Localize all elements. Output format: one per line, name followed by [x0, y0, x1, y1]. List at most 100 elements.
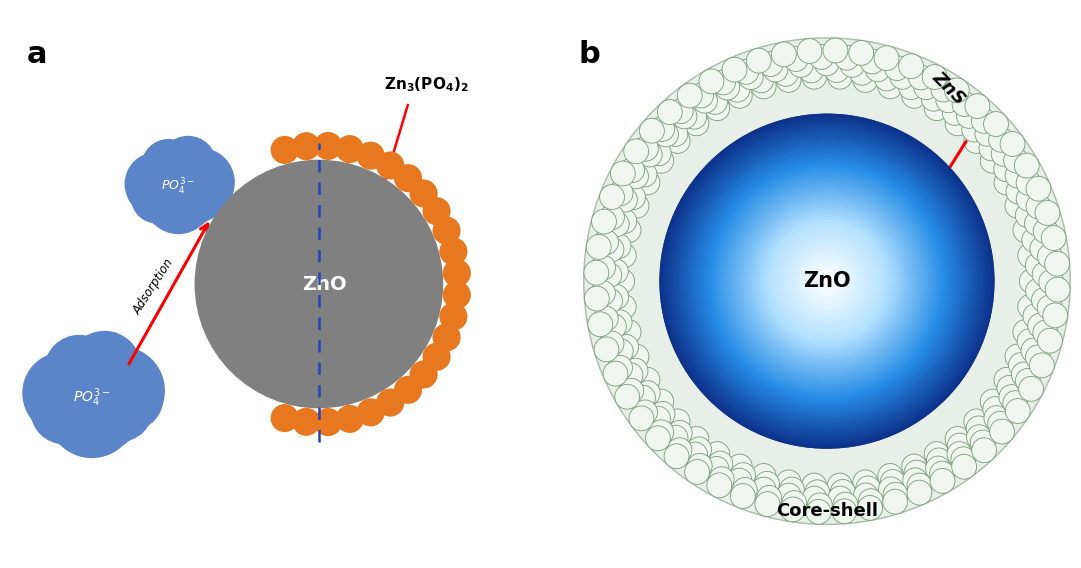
- Ellipse shape: [1018, 243, 1043, 268]
- Ellipse shape: [705, 96, 730, 120]
- Ellipse shape: [921, 86, 946, 111]
- Ellipse shape: [751, 463, 776, 488]
- Ellipse shape: [624, 344, 649, 369]
- Text: Core-shell: Core-shell: [776, 502, 878, 520]
- Ellipse shape: [735, 189, 919, 374]
- Ellipse shape: [737, 191, 917, 371]
- Ellipse shape: [649, 420, 673, 445]
- Ellipse shape: [827, 64, 852, 89]
- Ellipse shape: [746, 200, 908, 362]
- Ellipse shape: [1026, 345, 1051, 370]
- Ellipse shape: [1032, 320, 1057, 345]
- Ellipse shape: [930, 469, 955, 494]
- Ellipse shape: [751, 477, 776, 502]
- Ellipse shape: [980, 389, 1005, 414]
- Ellipse shape: [740, 194, 913, 368]
- Ellipse shape: [629, 406, 654, 431]
- Ellipse shape: [797, 39, 822, 64]
- Ellipse shape: [898, 54, 923, 79]
- Ellipse shape: [749, 68, 774, 93]
- Ellipse shape: [805, 480, 830, 505]
- Ellipse shape: [707, 473, 732, 498]
- Ellipse shape: [734, 60, 759, 84]
- Ellipse shape: [951, 454, 976, 479]
- Ellipse shape: [35, 341, 149, 454]
- Ellipse shape: [796, 250, 858, 312]
- Ellipse shape: [620, 185, 645, 210]
- Ellipse shape: [613, 187, 638, 212]
- Ellipse shape: [682, 136, 972, 427]
- Ellipse shape: [649, 389, 673, 414]
- Ellipse shape: [612, 209, 637, 233]
- Ellipse shape: [980, 148, 1005, 173]
- Ellipse shape: [635, 367, 659, 392]
- Ellipse shape: [611, 161, 636, 186]
- Ellipse shape: [665, 128, 690, 153]
- Text: ZnS: ZnS: [929, 68, 970, 108]
- Ellipse shape: [810, 264, 844, 298]
- Ellipse shape: [907, 473, 932, 498]
- Ellipse shape: [599, 237, 624, 262]
- Ellipse shape: [611, 294, 636, 319]
- Ellipse shape: [646, 141, 671, 166]
- Ellipse shape: [964, 409, 989, 434]
- Ellipse shape: [957, 103, 982, 128]
- Ellipse shape: [832, 499, 857, 524]
- Ellipse shape: [972, 438, 997, 463]
- Ellipse shape: [432, 323, 461, 352]
- Ellipse shape: [924, 96, 949, 120]
- Ellipse shape: [947, 433, 972, 458]
- Ellipse shape: [751, 206, 903, 357]
- Ellipse shape: [1018, 294, 1043, 319]
- Ellipse shape: [979, 136, 1004, 161]
- Ellipse shape: [902, 454, 926, 479]
- Ellipse shape: [1044, 251, 1069, 276]
- Ellipse shape: [878, 463, 903, 488]
- Ellipse shape: [684, 427, 709, 452]
- Ellipse shape: [813, 267, 841, 295]
- Ellipse shape: [804, 258, 850, 304]
- Ellipse shape: [633, 136, 658, 161]
- Ellipse shape: [23, 352, 105, 434]
- Ellipse shape: [624, 193, 649, 218]
- Ellipse shape: [995, 170, 1019, 195]
- Ellipse shape: [336, 135, 364, 163]
- Ellipse shape: [709, 467, 734, 492]
- Ellipse shape: [802, 64, 827, 89]
- Ellipse shape: [1043, 303, 1068, 328]
- Ellipse shape: [610, 269, 635, 294]
- Ellipse shape: [1025, 253, 1050, 278]
- Ellipse shape: [806, 499, 831, 524]
- Ellipse shape: [984, 406, 1009, 431]
- Ellipse shape: [776, 483, 801, 508]
- Ellipse shape: [603, 259, 628, 284]
- Ellipse shape: [903, 468, 927, 493]
- Ellipse shape: [1022, 228, 1046, 252]
- Ellipse shape: [410, 179, 438, 207]
- Ellipse shape: [773, 61, 798, 86]
- Ellipse shape: [635, 170, 659, 195]
- Ellipse shape: [654, 122, 679, 147]
- Ellipse shape: [600, 205, 625, 229]
- Ellipse shape: [1006, 179, 1031, 204]
- Ellipse shape: [771, 225, 883, 337]
- Ellipse shape: [1013, 218, 1038, 243]
- Ellipse shape: [667, 438, 692, 462]
- Ellipse shape: [684, 139, 970, 424]
- Ellipse shape: [423, 343, 451, 371]
- Ellipse shape: [432, 216, 461, 245]
- Ellipse shape: [907, 480, 932, 505]
- Ellipse shape: [971, 430, 996, 455]
- Ellipse shape: [1005, 399, 1030, 424]
- Ellipse shape: [712, 166, 942, 396]
- Ellipse shape: [751, 74, 776, 99]
- Ellipse shape: [925, 456, 950, 481]
- Ellipse shape: [718, 172, 936, 390]
- Ellipse shape: [975, 122, 1000, 147]
- Ellipse shape: [833, 492, 858, 517]
- Ellipse shape: [1009, 353, 1033, 378]
- Ellipse shape: [439, 237, 467, 265]
- Ellipse shape: [439, 303, 467, 331]
- Ellipse shape: [688, 141, 966, 421]
- Ellipse shape: [989, 419, 1014, 444]
